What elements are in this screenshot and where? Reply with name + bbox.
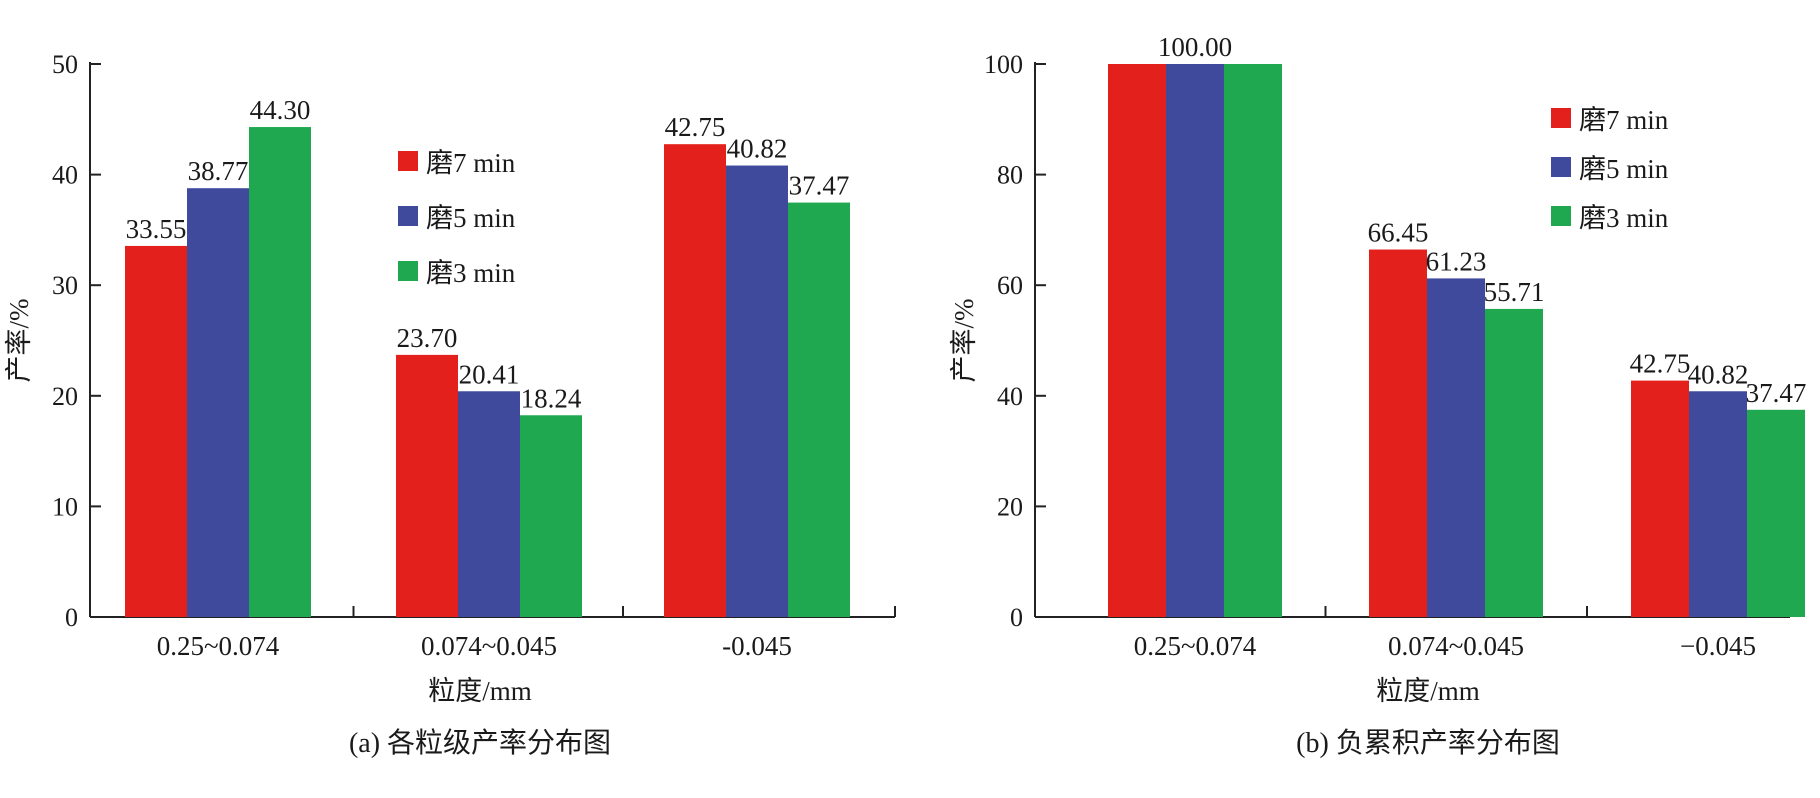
bar: [396, 354, 458, 617]
bar: [1166, 64, 1224, 617]
data-label: 38.77: [188, 156, 249, 186]
legend-swatch: [1551, 108, 1571, 128]
data-label: 55.71: [1484, 277, 1545, 307]
bar: [1427, 278, 1485, 617]
legend-swatch: [398, 206, 418, 226]
legend-label: 磨3 min: [426, 258, 516, 288]
legend-label: 磨5 min: [1579, 154, 1669, 184]
data-label: 37.47: [1746, 378, 1807, 408]
bar: [1631, 380, 1689, 617]
bar: [458, 391, 520, 617]
y-axis-title: 产率/%: [4, 299, 34, 383]
y-tick-label: 0: [1010, 603, 1023, 632]
data-label: 100.00: [1158, 32, 1232, 62]
data-label: 33.55: [126, 214, 187, 244]
y-tick-label: 20: [52, 382, 78, 411]
bar: [187, 188, 249, 617]
data-label: 40.82: [1688, 359, 1749, 389]
bar: [249, 127, 311, 618]
x-tick-label: -0.045: [722, 631, 792, 661]
y-tick-label: 30: [52, 271, 78, 300]
x-tick-label: 0.25~0.074: [157, 631, 280, 661]
y-tick-label: 40: [52, 161, 78, 190]
x-axis-title: 粒度/mm: [1376, 676, 1480, 706]
y-tick-label: 100: [984, 50, 1023, 79]
data-label: 37.47: [789, 171, 850, 201]
bar: [664, 144, 726, 617]
legend-label: 磨7 min: [426, 148, 516, 178]
x-tick-label: 0.074~0.045: [1388, 631, 1524, 661]
y-tick-label: 40: [997, 382, 1023, 411]
data-label: 18.24: [521, 383, 582, 413]
bar: [520, 415, 582, 617]
bar: [125, 245, 187, 617]
y-tick-label: 10: [52, 492, 78, 521]
bar: [788, 202, 850, 618]
legend-label: 磨3 min: [1579, 203, 1669, 233]
data-label: 61.23: [1426, 246, 1487, 276]
bar: [726, 165, 788, 617]
chart-caption: (b) 负累积产率分布图: [1296, 727, 1560, 759]
y-tick-label: 80: [997, 161, 1023, 190]
y-tick-label: 20: [997, 492, 1023, 521]
bar: [1224, 64, 1282, 617]
data-label: 44.30: [250, 95, 311, 125]
y-tick-label: 60: [997, 271, 1023, 300]
x-axis-title: 粒度/mm: [428, 676, 532, 706]
legend-swatch: [1551, 206, 1571, 226]
bar: [1369, 249, 1427, 617]
bar: [1485, 308, 1543, 617]
data-label: 66.45: [1368, 218, 1429, 248]
y-axis-title: 产率/%: [949, 299, 979, 383]
bar: [1747, 409, 1805, 617]
data-label: 20.41: [459, 359, 520, 389]
legend-label: 磨5 min: [426, 203, 516, 233]
x-tick-label: −0.045: [1680, 631, 1756, 661]
data-label: 42.75: [1630, 349, 1691, 379]
y-tick-label: 50: [52, 50, 78, 79]
y-tick-label: 0: [65, 603, 78, 632]
legend-swatch: [398, 261, 418, 281]
chart-caption: (a) 各粒级产率分布图: [349, 727, 611, 759]
legend-swatch: [398, 151, 418, 171]
chart-panel-b: 0 20 40 60 80 100 66.45 42.75 100.00 61.23 40.82 55…: [949, 32, 1806, 759]
bar: [1689, 391, 1747, 617]
data-label: 23.70: [397, 323, 458, 353]
x-tick-label: 0.25~0.074: [1134, 631, 1257, 661]
data-label: 42.75: [665, 112, 726, 142]
x-tick-label: 0.074~0.045: [421, 631, 557, 661]
data-label: 40.82: [727, 134, 788, 164]
legend-label: 磨7 min: [1579, 105, 1669, 135]
chart-panel-a: 0 10 20 30 40 50 33.55 23.70 42.75 38.77 20.41 40.8…: [4, 50, 896, 759]
bar: [1108, 64, 1166, 617]
legend-swatch: [1551, 157, 1571, 177]
